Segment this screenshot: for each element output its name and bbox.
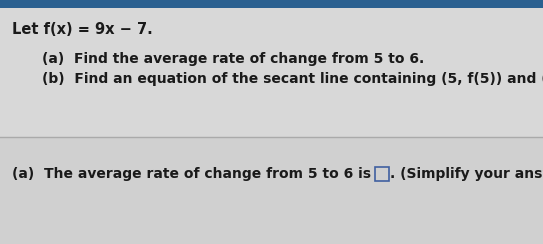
Text: (b)  Find an equation of the secant line containing (5, f(5)) and (6, f(6)).: (b) Find an equation of the secant line …: [42, 72, 543, 86]
Text: (a)  The average rate of change from 5 to 6 is: (a) The average rate of change from 5 to…: [12, 167, 371, 181]
Text: . (Simplify your answer.): . (Simplify your answer.): [390, 167, 543, 181]
Text: (a)  Find the average rate of change from 5 to 6.: (a) Find the average rate of change from…: [42, 52, 424, 66]
Bar: [0, 8, 543, 137]
Bar: [0, 137, 543, 244]
Bar: [0, 0, 543, 8]
Bar: [375, 167, 389, 181]
Text: Let f(x) = 9x − 7.: Let f(x) = 9x − 7.: [12, 22, 153, 37]
